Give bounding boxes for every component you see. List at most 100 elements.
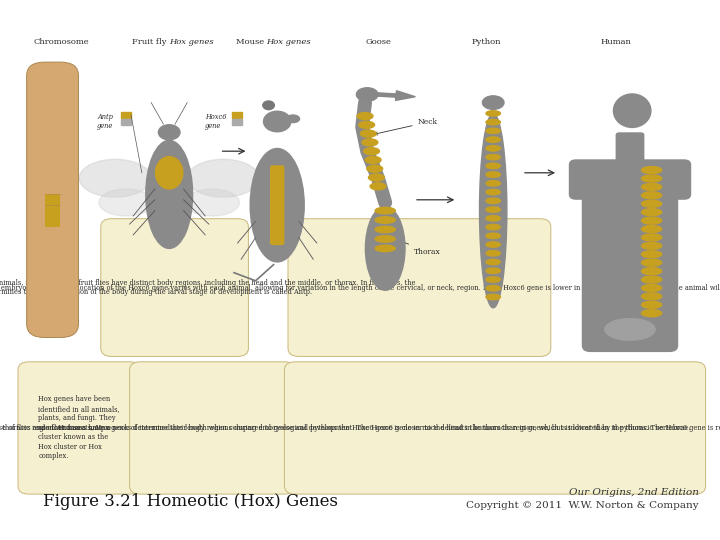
Ellipse shape (642, 184, 662, 191)
Ellipse shape (486, 215, 500, 221)
Ellipse shape (486, 286, 500, 291)
Ellipse shape (375, 226, 395, 233)
FancyBboxPatch shape (18, 362, 140, 494)
Ellipse shape (642, 234, 662, 241)
Ellipse shape (642, 268, 662, 275)
Ellipse shape (480, 113, 507, 308)
Ellipse shape (356, 87, 378, 102)
Text: Chromosome: Chromosome (33, 38, 89, 46)
Ellipse shape (486, 242, 500, 247)
Ellipse shape (486, 207, 500, 212)
Ellipse shape (486, 111, 500, 116)
FancyArrow shape (378, 91, 415, 100)
Ellipse shape (642, 259, 662, 266)
Ellipse shape (605, 319, 655, 340)
Ellipse shape (486, 233, 500, 239)
Ellipse shape (251, 148, 304, 262)
Text: Copyright © 2011  W.W. Norton & Company: Copyright © 2011 W.W. Norton & Company (466, 501, 698, 510)
Text: Hox genes have been
identified in all animals,
plants, and fungi. They
are found: Hox genes have been identified in all an… (38, 395, 120, 461)
Ellipse shape (486, 294, 500, 300)
Ellipse shape (365, 157, 381, 164)
Text: Human: Human (600, 38, 631, 46)
Bar (121, 112, 131, 118)
Ellipse shape (263, 101, 274, 110)
Ellipse shape (486, 224, 500, 230)
FancyBboxPatch shape (270, 165, 284, 245)
Ellipse shape (375, 245, 395, 252)
FancyBboxPatch shape (284, 362, 706, 494)
Text: Hoxc6
gene: Hoxc6 gene (205, 113, 227, 130)
Text: Mouse: Mouse (235, 38, 266, 46)
Ellipse shape (369, 174, 384, 181)
Ellipse shape (486, 163, 500, 168)
Ellipse shape (185, 189, 239, 216)
Ellipse shape (486, 251, 500, 256)
Text: Humans, being vertebrates, also have a Hoxc6 gene, which determines the location: Humans, being vertebrates, also have a H… (0, 424, 720, 432)
FancyBboxPatch shape (569, 159, 691, 200)
Ellipse shape (287, 115, 300, 123)
Ellipse shape (99, 189, 153, 216)
Ellipse shape (642, 175, 662, 182)
Ellipse shape (613, 94, 651, 127)
Text: Goose: Goose (365, 38, 391, 46)
Ellipse shape (359, 122, 374, 129)
Ellipse shape (642, 192, 662, 199)
Ellipse shape (486, 146, 500, 151)
Ellipse shape (370, 183, 386, 190)
Text: While the body regions of vertebrates, such as mice, are not as distinct as thos: While the body regions of vertebrates, s… (0, 424, 690, 432)
Ellipse shape (486, 128, 500, 133)
Bar (232, 112, 242, 118)
Ellipse shape (642, 200, 662, 207)
Ellipse shape (357, 113, 373, 120)
Bar (232, 119, 242, 125)
Ellipse shape (642, 310, 662, 316)
Ellipse shape (642, 251, 662, 258)
Ellipse shape (642, 208, 662, 215)
Text: Python: Python (472, 38, 500, 46)
Ellipse shape (642, 226, 662, 233)
Ellipse shape (187, 159, 259, 197)
Ellipse shape (486, 137, 500, 143)
Ellipse shape (642, 217, 662, 224)
Ellipse shape (486, 154, 500, 160)
Text: Antp
gene: Antp gene (97, 113, 114, 130)
Ellipse shape (361, 130, 377, 137)
Ellipse shape (642, 285, 662, 292)
Ellipse shape (145, 140, 193, 248)
Text: Other vertebrates, such as birds and reptiles, have a Hoxc6 gene, which determin: Other vertebrates, such as birds and rep… (0, 284, 720, 292)
Ellipse shape (366, 206, 405, 291)
Ellipse shape (375, 235, 395, 242)
FancyBboxPatch shape (582, 161, 678, 352)
Text: Hox genes: Hox genes (169, 38, 214, 46)
FancyBboxPatch shape (101, 219, 248, 356)
Text: Fruit fly: Fruit fly (132, 38, 169, 46)
Ellipse shape (486, 119, 500, 125)
Ellipse shape (486, 190, 500, 195)
Ellipse shape (642, 242, 662, 249)
FancyBboxPatch shape (130, 362, 295, 494)
Ellipse shape (642, 166, 662, 174)
Ellipse shape (362, 139, 378, 146)
Text: Unlike vertebrate animals, insects such as fruit flies have distinct body region: Unlike vertebrate animals, insects such … (0, 279, 416, 296)
Ellipse shape (482, 96, 504, 109)
FancyBboxPatch shape (45, 194, 60, 227)
Ellipse shape (375, 217, 395, 224)
Text: Thorax: Thorax (396, 239, 441, 256)
Text: Our Origins, 2nd Edition: Our Origins, 2nd Edition (569, 488, 698, 497)
FancyBboxPatch shape (27, 62, 78, 338)
Ellipse shape (366, 165, 383, 172)
Ellipse shape (486, 259, 500, 265)
Ellipse shape (486, 172, 500, 177)
Ellipse shape (364, 147, 379, 154)
Ellipse shape (642, 293, 662, 300)
Text: Hox genes: Hox genes (266, 38, 311, 46)
Ellipse shape (642, 301, 662, 308)
Ellipse shape (486, 268, 500, 273)
Ellipse shape (264, 111, 291, 132)
Ellipse shape (642, 276, 662, 283)
Ellipse shape (486, 277, 500, 282)
Ellipse shape (375, 207, 395, 214)
Ellipse shape (156, 157, 183, 189)
Ellipse shape (486, 198, 500, 204)
Bar (121, 119, 131, 125)
